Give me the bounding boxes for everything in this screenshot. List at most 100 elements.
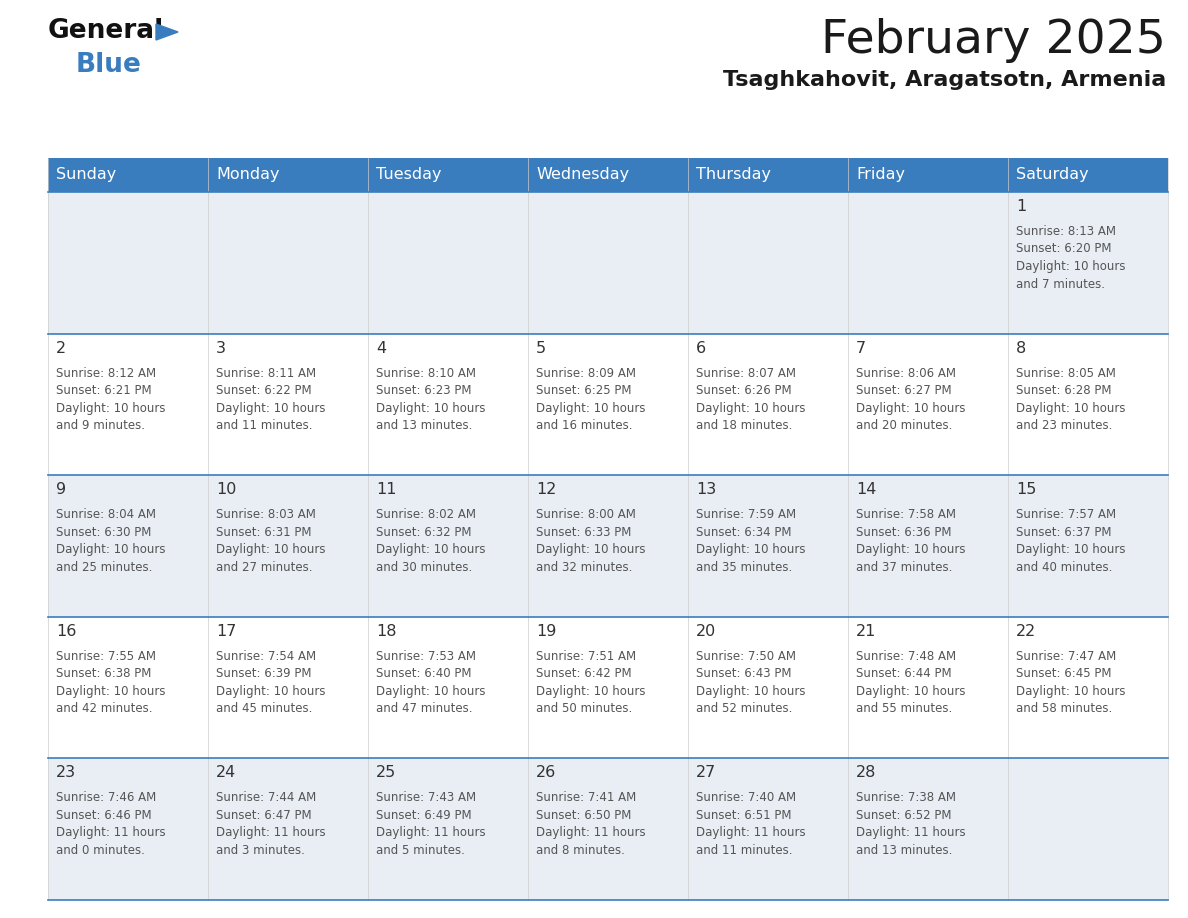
Text: Daylight: 10 hours: Daylight: 10 hours: [1016, 401, 1125, 415]
Text: and 13 minutes.: and 13 minutes.: [857, 844, 953, 856]
Text: Daylight: 10 hours: Daylight: 10 hours: [56, 685, 165, 698]
Text: Sunrise: 7:51 AM: Sunrise: 7:51 AM: [536, 650, 636, 663]
Text: and 0 minutes.: and 0 minutes.: [56, 844, 145, 856]
Text: and 42 minutes.: and 42 minutes.: [56, 702, 152, 715]
Text: Sunset: 6:26 PM: Sunset: 6:26 PM: [696, 384, 791, 397]
Text: Sunset: 6:30 PM: Sunset: 6:30 PM: [56, 526, 151, 539]
Text: Daylight: 10 hours: Daylight: 10 hours: [1016, 543, 1125, 556]
Text: and 7 minutes.: and 7 minutes.: [1016, 277, 1105, 290]
Text: Sunrise: 7:38 AM: Sunrise: 7:38 AM: [857, 791, 956, 804]
Text: and 11 minutes.: and 11 minutes.: [696, 844, 792, 856]
Text: 18: 18: [375, 624, 397, 639]
Text: Daylight: 10 hours: Daylight: 10 hours: [375, 543, 486, 556]
Text: 17: 17: [216, 624, 236, 639]
Text: Sunrise: 7:53 AM: Sunrise: 7:53 AM: [375, 650, 476, 663]
Text: and 11 minutes.: and 11 minutes.: [216, 420, 312, 432]
Bar: [48, 476, 1168, 617]
Text: Monday: Monday: [216, 167, 279, 183]
Text: Sunrise: 8:11 AM: Sunrise: 8:11 AM: [216, 366, 316, 380]
Text: 20: 20: [696, 624, 716, 639]
Text: Daylight: 11 hours: Daylight: 11 hours: [857, 826, 966, 839]
Text: February 2025: February 2025: [821, 18, 1165, 63]
Text: Sunset: 6:45 PM: Sunset: 6:45 PM: [1016, 667, 1112, 680]
Text: Sunrise: 7:47 AM: Sunrise: 7:47 AM: [1016, 650, 1117, 663]
Text: and 55 minutes.: and 55 minutes.: [857, 702, 953, 715]
Text: and 25 minutes.: and 25 minutes.: [56, 561, 152, 574]
Text: 23: 23: [56, 766, 76, 780]
Text: Sunset: 6:39 PM: Sunset: 6:39 PM: [216, 667, 311, 680]
Text: Sunrise: 8:03 AM: Sunrise: 8:03 AM: [216, 509, 316, 521]
Text: Sunset: 6:34 PM: Sunset: 6:34 PM: [696, 526, 791, 539]
Text: Sunset: 6:32 PM: Sunset: 6:32 PM: [375, 526, 472, 539]
Text: Sunrise: 7:48 AM: Sunrise: 7:48 AM: [857, 650, 956, 663]
Bar: [48, 158, 1168, 192]
Text: 12: 12: [536, 482, 556, 498]
Text: Sunrise: 8:07 AM: Sunrise: 8:07 AM: [696, 366, 796, 380]
Text: 10: 10: [216, 482, 236, 498]
Text: Daylight: 11 hours: Daylight: 11 hours: [56, 826, 165, 839]
Text: and 32 minutes.: and 32 minutes.: [536, 561, 632, 574]
Text: and 3 minutes.: and 3 minutes.: [216, 844, 305, 856]
Text: and 20 minutes.: and 20 minutes.: [857, 420, 953, 432]
Text: Daylight: 10 hours: Daylight: 10 hours: [696, 543, 805, 556]
Text: Blue: Blue: [76, 52, 141, 78]
Text: Sunrise: 7:58 AM: Sunrise: 7:58 AM: [857, 509, 956, 521]
Text: Daylight: 10 hours: Daylight: 10 hours: [216, 401, 326, 415]
Text: Daylight: 10 hours: Daylight: 10 hours: [696, 401, 805, 415]
Text: 6: 6: [696, 341, 706, 355]
Text: Sunset: 6:40 PM: Sunset: 6:40 PM: [375, 667, 472, 680]
Text: Daylight: 10 hours: Daylight: 10 hours: [536, 685, 645, 698]
Text: 19: 19: [536, 624, 556, 639]
Text: Sunset: 6:38 PM: Sunset: 6:38 PM: [56, 667, 151, 680]
Text: Sunrise: 8:13 AM: Sunrise: 8:13 AM: [1016, 225, 1116, 238]
Text: 13: 13: [696, 482, 716, 498]
Text: Sunset: 6:31 PM: Sunset: 6:31 PM: [216, 526, 311, 539]
Text: Sunset: 6:37 PM: Sunset: 6:37 PM: [1016, 526, 1112, 539]
Text: Sunset: 6:25 PM: Sunset: 6:25 PM: [536, 384, 632, 397]
Text: Daylight: 10 hours: Daylight: 10 hours: [1016, 260, 1125, 273]
Text: 8: 8: [1016, 341, 1026, 355]
Text: Daylight: 11 hours: Daylight: 11 hours: [375, 826, 486, 839]
Text: Daylight: 10 hours: Daylight: 10 hours: [216, 685, 326, 698]
Text: Wednesday: Wednesday: [536, 167, 630, 183]
Text: Sunday: Sunday: [56, 167, 116, 183]
Text: Sunset: 6:51 PM: Sunset: 6:51 PM: [696, 809, 791, 822]
Text: 4: 4: [375, 341, 386, 355]
Text: Sunrise: 8:10 AM: Sunrise: 8:10 AM: [375, 366, 476, 380]
Text: Daylight: 10 hours: Daylight: 10 hours: [56, 543, 165, 556]
Text: Daylight: 11 hours: Daylight: 11 hours: [696, 826, 805, 839]
Text: Daylight: 11 hours: Daylight: 11 hours: [536, 826, 645, 839]
Text: Sunrise: 7:59 AM: Sunrise: 7:59 AM: [696, 509, 796, 521]
Text: Daylight: 10 hours: Daylight: 10 hours: [536, 401, 645, 415]
Text: 2: 2: [56, 341, 67, 355]
Text: Daylight: 10 hours: Daylight: 10 hours: [375, 685, 486, 698]
Text: Sunrise: 8:09 AM: Sunrise: 8:09 AM: [536, 366, 636, 380]
Text: Sunset: 6:23 PM: Sunset: 6:23 PM: [375, 384, 472, 397]
Text: General: General: [48, 18, 164, 44]
Text: 26: 26: [536, 766, 556, 780]
Text: 14: 14: [857, 482, 877, 498]
Text: 1: 1: [1016, 199, 1026, 214]
Text: Sunset: 6:42 PM: Sunset: 6:42 PM: [536, 667, 632, 680]
Text: and 9 minutes.: and 9 minutes.: [56, 420, 145, 432]
Text: Sunset: 6:43 PM: Sunset: 6:43 PM: [696, 667, 791, 680]
Text: Sunrise: 7:55 AM: Sunrise: 7:55 AM: [56, 650, 156, 663]
Text: and 23 minutes.: and 23 minutes.: [1016, 420, 1112, 432]
Text: Sunrise: 7:57 AM: Sunrise: 7:57 AM: [1016, 509, 1116, 521]
Text: and 58 minutes.: and 58 minutes.: [1016, 702, 1112, 715]
Text: Sunrise: 7:41 AM: Sunrise: 7:41 AM: [536, 791, 637, 804]
Text: Sunset: 6:20 PM: Sunset: 6:20 PM: [1016, 242, 1112, 255]
Text: Saturday: Saturday: [1016, 167, 1088, 183]
Text: Sunrise: 8:00 AM: Sunrise: 8:00 AM: [536, 509, 636, 521]
Text: and 13 minutes.: and 13 minutes.: [375, 420, 473, 432]
Text: Sunrise: 8:05 AM: Sunrise: 8:05 AM: [1016, 366, 1116, 380]
Text: Daylight: 10 hours: Daylight: 10 hours: [857, 685, 966, 698]
Text: 11: 11: [375, 482, 397, 498]
Text: Sunrise: 8:06 AM: Sunrise: 8:06 AM: [857, 366, 956, 380]
Text: 5: 5: [536, 341, 546, 355]
Text: Sunset: 6:46 PM: Sunset: 6:46 PM: [56, 809, 152, 822]
Text: Sunset: 6:50 PM: Sunset: 6:50 PM: [536, 809, 631, 822]
Text: Sunset: 6:49 PM: Sunset: 6:49 PM: [375, 809, 472, 822]
Text: and 47 minutes.: and 47 minutes.: [375, 702, 473, 715]
Text: Sunset: 6:47 PM: Sunset: 6:47 PM: [216, 809, 311, 822]
